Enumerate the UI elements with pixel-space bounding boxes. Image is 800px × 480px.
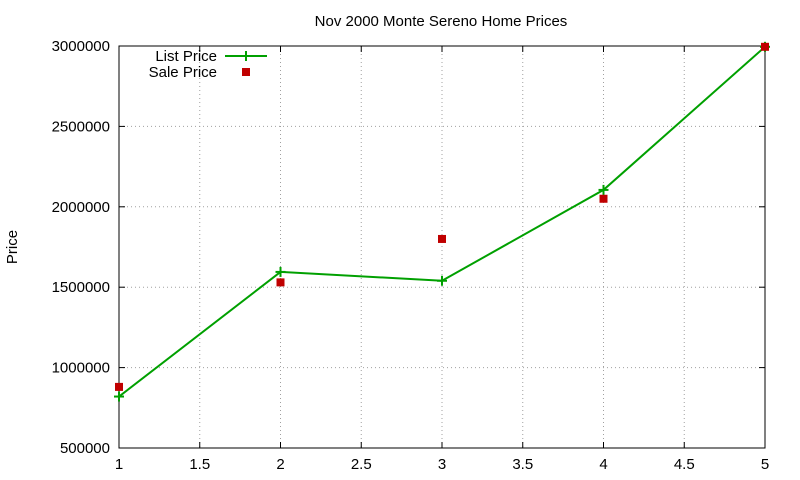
y-tick-label: 500000 xyxy=(60,440,110,457)
x-tick-label: 4.5 xyxy=(674,456,695,473)
x-tick-label: 1 xyxy=(115,456,123,473)
sale-price-point xyxy=(599,194,608,203)
x-tick-label: 5 xyxy=(761,456,769,473)
y-tick-label: 2000000 xyxy=(52,199,110,216)
sale-price-point xyxy=(438,234,446,243)
y-tick-label: 1000000 xyxy=(52,360,110,377)
sale-price-point xyxy=(276,278,285,287)
x-tick-label: 3 xyxy=(438,456,446,473)
series-sale-price xyxy=(115,42,769,391)
list-price-point xyxy=(275,266,286,277)
list-price-line xyxy=(118,46,766,398)
list-price-point xyxy=(114,391,124,402)
chart-title: Nov 2000 Monte Sereno Home Prices xyxy=(315,13,568,30)
x-tick-label: 3.5 xyxy=(512,456,533,473)
y-axis-label: Price xyxy=(4,230,21,264)
x-tick-label: 2 xyxy=(276,456,284,473)
y-tick-label: 1500000 xyxy=(52,279,110,296)
series-layer xyxy=(114,41,770,402)
y-tick-label: 2500000 xyxy=(52,118,110,135)
list-price-point xyxy=(598,184,609,195)
sale-price-point xyxy=(761,42,769,51)
legend-label: Sale Price xyxy=(149,64,217,81)
list-price-point xyxy=(437,275,447,286)
x-tick-label: 2.5 xyxy=(351,456,372,473)
legend-square-marker xyxy=(242,68,250,76)
y-tick-label: 3000000 xyxy=(52,38,110,55)
series-list-price xyxy=(114,41,770,402)
x-tick-label: 1.5 xyxy=(189,456,210,473)
legend-label: List Price xyxy=(155,48,217,65)
axes: 1 1.5 2 2.5 3 3.5 4 4.5 5 500000 1000000 1500000 200… xyxy=(52,38,770,473)
x-tick-label: 4 xyxy=(599,456,607,473)
grid xyxy=(119,46,765,448)
sale-price-point xyxy=(115,382,123,391)
legend-plus-marker xyxy=(241,51,251,61)
